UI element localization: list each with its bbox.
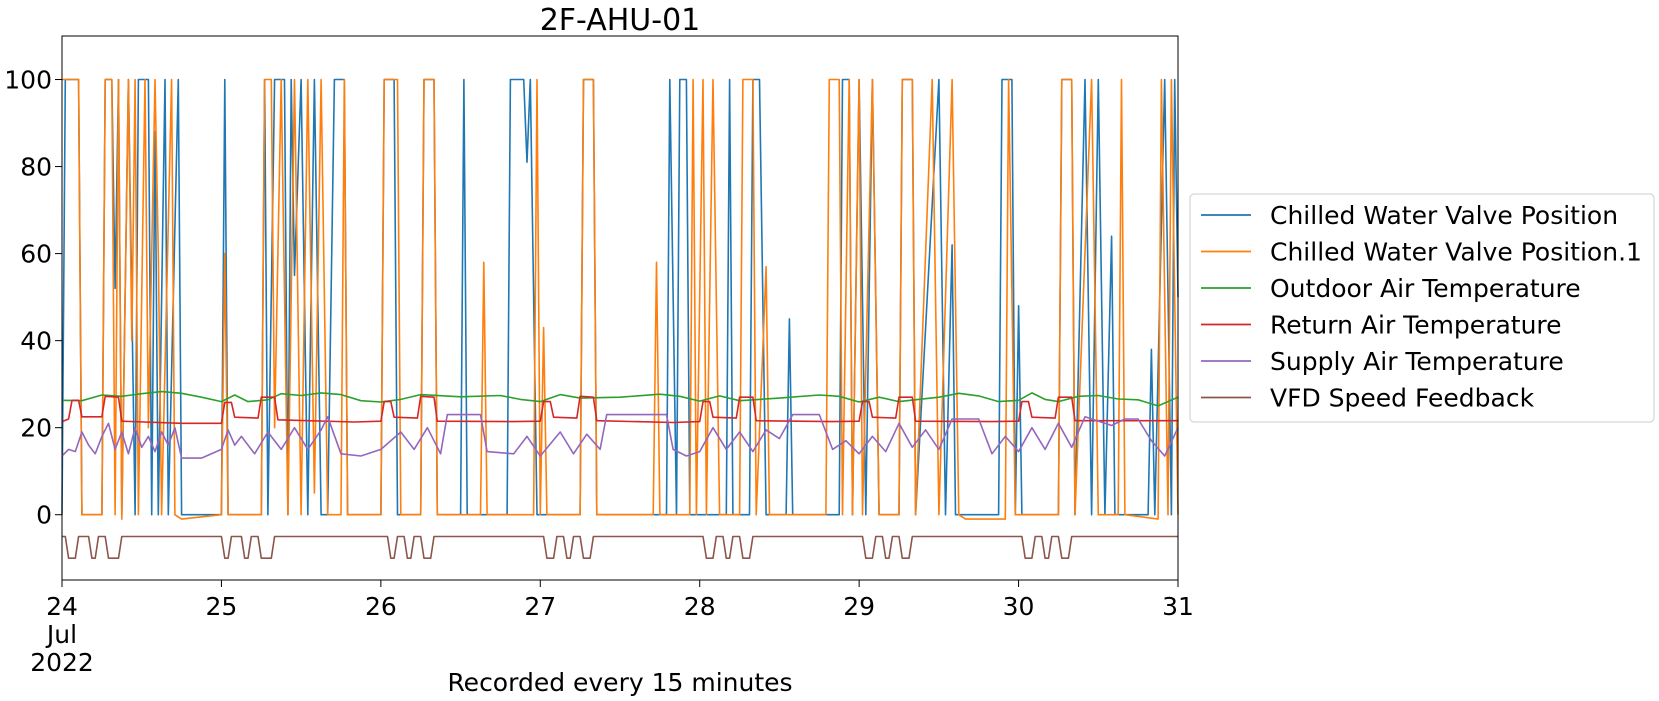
plot-frame bbox=[61, 35, 1179, 581]
y-tick-label: 40 bbox=[20, 327, 52, 356]
legend-label: Chilled Water Valve Position bbox=[1270, 201, 1618, 230]
series-line-2 bbox=[62, 78, 1179, 520]
y-tick-label: 0 bbox=[36, 501, 52, 530]
x-tick-label: 30 bbox=[1003, 592, 1035, 621]
legend-label: Supply Air Temperature bbox=[1270, 347, 1564, 376]
y-tick-label: 20 bbox=[20, 414, 52, 443]
legend: Chilled Water Valve Position Chilled Wate… bbox=[1189, 193, 1655, 423]
legend-label: Return Air Temperature bbox=[1270, 311, 1562, 340]
y-tick-label: 100 bbox=[4, 66, 52, 95]
y-axis: 0 20 40 60 80 100 bbox=[4, 66, 62, 530]
x-tick-year-label: 2022 bbox=[30, 648, 94, 677]
x-tick-label: 28 bbox=[684, 592, 716, 621]
x-tick-label: 25 bbox=[206, 592, 238, 621]
series-layer bbox=[61, 78, 1179, 559]
series-line-5 bbox=[61, 413, 1179, 459]
legend-label: VFD Speed Feedback bbox=[1270, 384, 1535, 413]
legend-box bbox=[1189, 193, 1655, 423]
series-line-6 bbox=[62, 535, 1178, 559]
x-tick-label: 27 bbox=[524, 592, 556, 621]
y-tick-label: 60 bbox=[20, 240, 52, 269]
y-tick-label: 80 bbox=[20, 153, 52, 182]
legend-label: Outdoor Air Temperature bbox=[1270, 274, 1581, 303]
x-tick-label: 29 bbox=[843, 592, 875, 621]
x-axis-label: Recorded every 15 minutes bbox=[447, 668, 792, 697]
x-tick-month-label: Jul bbox=[45, 620, 77, 649]
legend-label: Chilled Water Valve Position.1 bbox=[1270, 238, 1642, 267]
series-line-3 bbox=[61, 390, 1179, 407]
x-tick-label: 31 bbox=[1162, 592, 1194, 621]
series-line-4 bbox=[61, 395, 1178, 425]
chart-title: 2F-AHU-01 bbox=[540, 3, 701, 38]
x-tick-label: 26 bbox=[365, 592, 397, 621]
x-tick-label: 24 bbox=[46, 592, 78, 621]
